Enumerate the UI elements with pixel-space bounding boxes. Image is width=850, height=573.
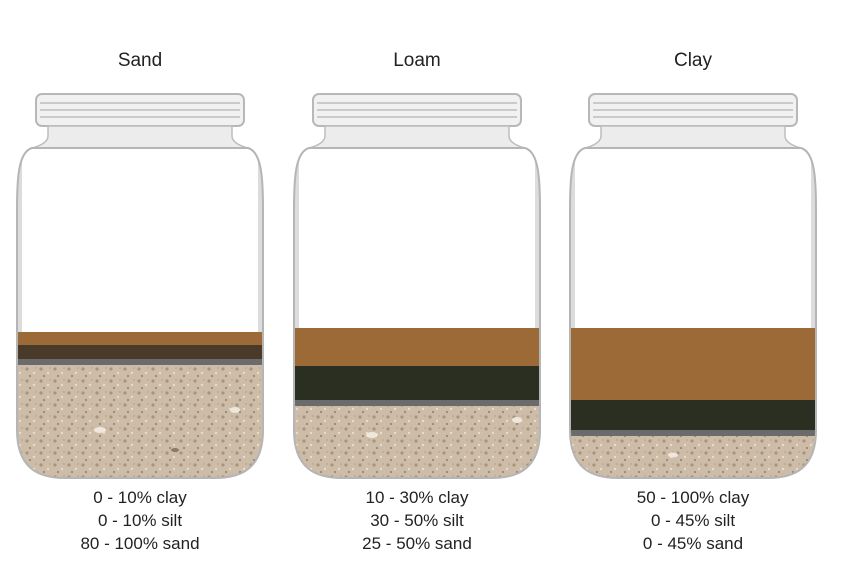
sand-layer	[17, 365, 263, 478]
clay-layer	[17, 332, 263, 345]
composition-clay: 50 - 100% clay	[636, 488, 750, 507]
composition-list: 0 - 10% clay 0 - 10% silt 80 - 100% sand	[10, 486, 270, 555]
jar-illustration	[569, 93, 817, 479]
layer-divider	[294, 400, 540, 406]
jar-illustration	[16, 93, 264, 479]
jar-title: Clay	[673, 50, 712, 71]
silt-layer	[570, 400, 816, 430]
composition-clay: 10 - 30% clay	[365, 488, 469, 507]
jar-title: Sand	[117, 50, 163, 71]
composition-sand: 80 - 100% sand	[80, 534, 200, 553]
jar-column-sand: Sand	[10, 0, 270, 573]
composition-sand: 25 - 50% sand	[362, 534, 472, 553]
composition-sand: 0 - 45% sand	[642, 534, 744, 553]
composition-silt: 0 - 10% silt	[97, 511, 183, 530]
clay-layer	[570, 328, 816, 400]
composition-list: 50 - 100% clay 0 - 45% silt 0 - 45% sand	[563, 486, 823, 555]
jar-column-clay: Clay	[563, 0, 823, 573]
layer-divider	[570, 430, 816, 436]
jar-column-loam: Loam	[287, 0, 547, 573]
jar-illustration	[293, 93, 541, 479]
composition-list: 10 - 30% clay 30 - 50% silt 25 - 50% san…	[287, 486, 547, 555]
sand-layer	[570, 436, 816, 478]
clay-layer	[294, 328, 540, 366]
silt-layer	[17, 345, 263, 359]
jar-title: Loam	[393, 50, 441, 71]
composition-silt: 0 - 45% silt	[650, 511, 736, 530]
sand-layer	[294, 406, 540, 478]
silt-layer	[294, 366, 540, 400]
layer-divider	[17, 359, 263, 365]
composition-clay: 0 - 10% clay	[93, 488, 187, 507]
composition-silt: 30 - 50% silt	[370, 511, 464, 530]
